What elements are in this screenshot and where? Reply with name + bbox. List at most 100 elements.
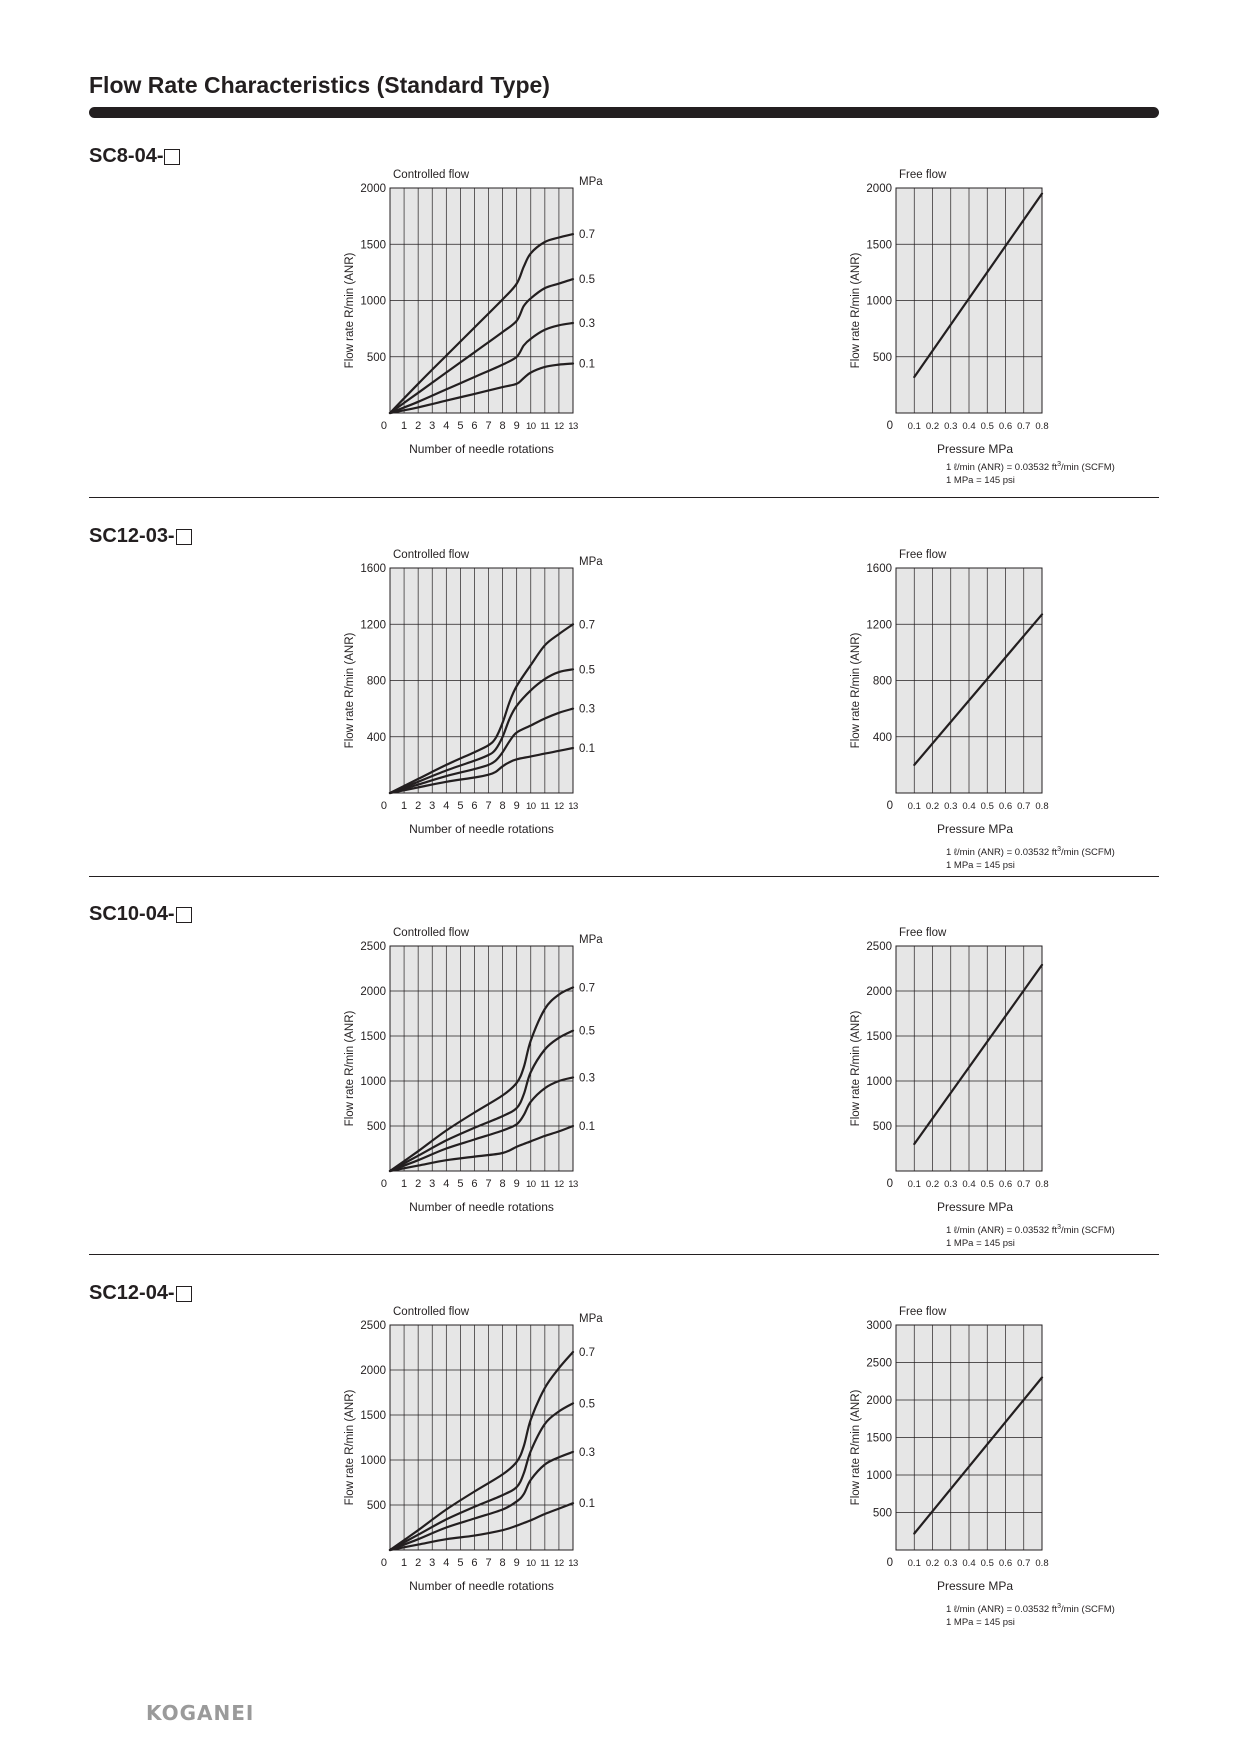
y-tick-label: 500 <box>873 1508 892 1520</box>
option-placeholder-box <box>175 1285 192 1302</box>
y-tick-label: 2000 <box>866 1395 892 1407</box>
series-label: 0.5 <box>579 274 595 286</box>
conversion-flow-text: 1 ℓ/min (ANR) = 0.03532 ft <box>946 847 1058 859</box>
model-number-text: SC12-04- <box>89 1282 175 1304</box>
series-line-0-7mpa <box>388 986 575 1173</box>
chart-title: Controlled flow <box>393 1306 470 1318</box>
series-line-0-1mpa <box>388 746 575 795</box>
model-number: SC12-04- <box>89 1282 192 1305</box>
x-axis-label: Pressure MPa <box>937 1579 1013 1593</box>
x-tick-label: 3 <box>429 1557 435 1569</box>
x-tick-label: 10 <box>526 801 536 812</box>
series-label: 0.3 <box>579 318 595 330</box>
series-label: 0.7 <box>579 229 595 241</box>
series-line-0-3mpa <box>388 1076 575 1173</box>
y-tick-label: 1500 <box>360 1031 386 1043</box>
model-number: SC8-04- <box>89 145 181 168</box>
y-axis-label: Flow rate R/min (ANR) <box>850 253 862 369</box>
x-tick-label: 12 <box>554 801 564 812</box>
x-tick-label: 12 <box>554 1179 564 1190</box>
series-line-0-3mpa <box>388 321 575 415</box>
section-sc10-04: SC10-04- 500 1000 1500 2000 2500 0 1 2 3 4 5 6 7 8 9 10 1… <box>0 903 1240 1263</box>
x-tick-label: 0.6 <box>999 421 1012 432</box>
x-tick-label: 0.7 <box>1017 801 1030 812</box>
series-label: 0.1 <box>579 1498 595 1510</box>
y-axis-label: Flow rate R/min (ANR) <box>344 253 356 369</box>
x-tick-label: 11 <box>540 801 549 812</box>
x-axis-label: Number of needle rotations <box>409 1579 554 1593</box>
chart-title: Controlled flow <box>393 927 470 939</box>
series-line-0-5mpa <box>388 668 575 795</box>
section-divider <box>89 1254 1159 1255</box>
y-tick-label: 2500 <box>360 941 386 953</box>
conversion-flow-unit: /min (SCFM) <box>1060 1604 1115 1616</box>
x-tick-label: 8 <box>500 420 506 432</box>
x-tick-label: 0.2 <box>926 801 939 812</box>
x-tick-label: 0.1 <box>908 1179 921 1190</box>
x-tick-label: 8 <box>500 800 506 812</box>
series-line-0-7mpa <box>388 1350 575 1552</box>
x-tick-label: 0.1 <box>908 421 921 432</box>
page-title: Flow Rate Characteristics (Standard Type… <box>89 72 550 98</box>
chart-title: Controlled flow <box>393 169 470 181</box>
x-tick-label: 10 <box>526 1179 536 1190</box>
chart-title: Free flow <box>899 927 947 939</box>
series-label: 0.1 <box>579 1121 595 1133</box>
series-line-0-1mpa <box>388 1124 575 1173</box>
y-tick-label: 400 <box>367 732 386 744</box>
conversion-line-flow: 1 ℓ/min (ANR) = 0.03532 ft3/min (SCFM) <box>946 843 1115 859</box>
x-tick-label: 0.5 <box>981 421 994 432</box>
y-tick-label: 800 <box>873 676 892 688</box>
conversion-line-flow: 1 ℓ/min (ANR) = 0.03532 ft3/min (SCFM) <box>946 1600 1115 1616</box>
series-unit-label: MPa <box>579 176 603 188</box>
y-tick-label: 1000 <box>866 296 892 308</box>
x-tick-label: 0.2 <box>926 421 939 432</box>
y-tick-label: 1500 <box>866 239 892 251</box>
x-tick-label: 0.4 <box>962 1179 975 1190</box>
x-tick-label: 10 <box>526 421 536 432</box>
x-axis-label: Pressure MPa <box>937 1200 1013 1214</box>
y-tick-label: 500 <box>367 1500 386 1512</box>
x-axis-label: Pressure MPa <box>937 442 1013 456</box>
y-tick-label: 1200 <box>866 619 892 631</box>
conversion-line-pressure: 1 MPa = 145 psi <box>946 860 1015 872</box>
x-tick-label: 0 <box>381 800 387 812</box>
y-tick-label: 2500 <box>360 1320 386 1332</box>
section-divider <box>89 497 1159 498</box>
unit-conversion-note: 1 ℓ/min (ANR) = 0.03532 ft3/min (SCFM) 1 … <box>946 1221 1115 1250</box>
series-line <box>913 963 1044 1146</box>
x-tick-label: 1 <box>401 1178 407 1190</box>
y-tick-label: 500 <box>873 1121 892 1133</box>
x-tick-label: 0 <box>381 1178 387 1190</box>
conversion-flow-superscript: 3 <box>1057 1224 1061 1231</box>
x-tick-label: 5 <box>457 800 463 812</box>
x-tick-label: 3 <box>429 800 435 812</box>
plot-area <box>389 945 574 1172</box>
y-tick-label: 1600 <box>360 563 386 575</box>
model-number-text: SC12-03- <box>89 525 175 547</box>
x-tick-label: 0.5 <box>981 801 994 812</box>
x-tick-label: 7 <box>485 1178 491 1190</box>
y-tick-label: 2000 <box>360 183 386 195</box>
y-tick-label: 3000 <box>866 1320 892 1332</box>
x-tick-label: 0.2 <box>926 1179 939 1190</box>
x-tick-label: 4 <box>443 800 449 812</box>
x-tick-label: 6 <box>471 800 477 812</box>
y-tick-label: 1200 <box>360 619 386 631</box>
conversion-line-pressure: 1 MPa = 145 psi <box>946 1238 1015 1250</box>
x-tick-label: 0 <box>381 420 387 432</box>
unit-conversion-note: 1 ℓ/min (ANR) = 0.03532 ft3/min (SCFM) 1 … <box>946 843 1115 872</box>
conversion-flow-unit: /min (SCFM) <box>1060 847 1115 859</box>
series-label: 0.3 <box>579 1447 595 1459</box>
y-axis-label: Flow rate R/min (ANR) <box>344 1390 356 1506</box>
x-tick-label: 0.7 <box>1017 1558 1030 1569</box>
y-tick-label: 2500 <box>866 941 892 953</box>
x-tick-label: 13 <box>568 421 578 432</box>
y-tick-label: 500 <box>367 1121 386 1133</box>
x-tick-label: 4 <box>443 1178 449 1190</box>
chart-title: Free flow <box>899 1306 947 1318</box>
x-tick-label: 5 <box>457 1557 463 1569</box>
x-tick-label: 0.3 <box>944 421 957 432</box>
series-line-0-7mpa <box>388 233 575 415</box>
